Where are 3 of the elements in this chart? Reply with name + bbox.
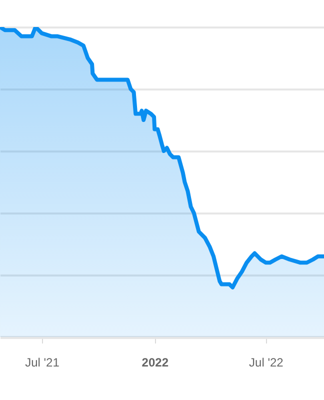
x-tick-label: 2022 — [142, 356, 169, 370]
x-tick-label: Jul '22 — [249, 356, 284, 370]
x-tick-label: Jul '21 — [25, 356, 60, 370]
